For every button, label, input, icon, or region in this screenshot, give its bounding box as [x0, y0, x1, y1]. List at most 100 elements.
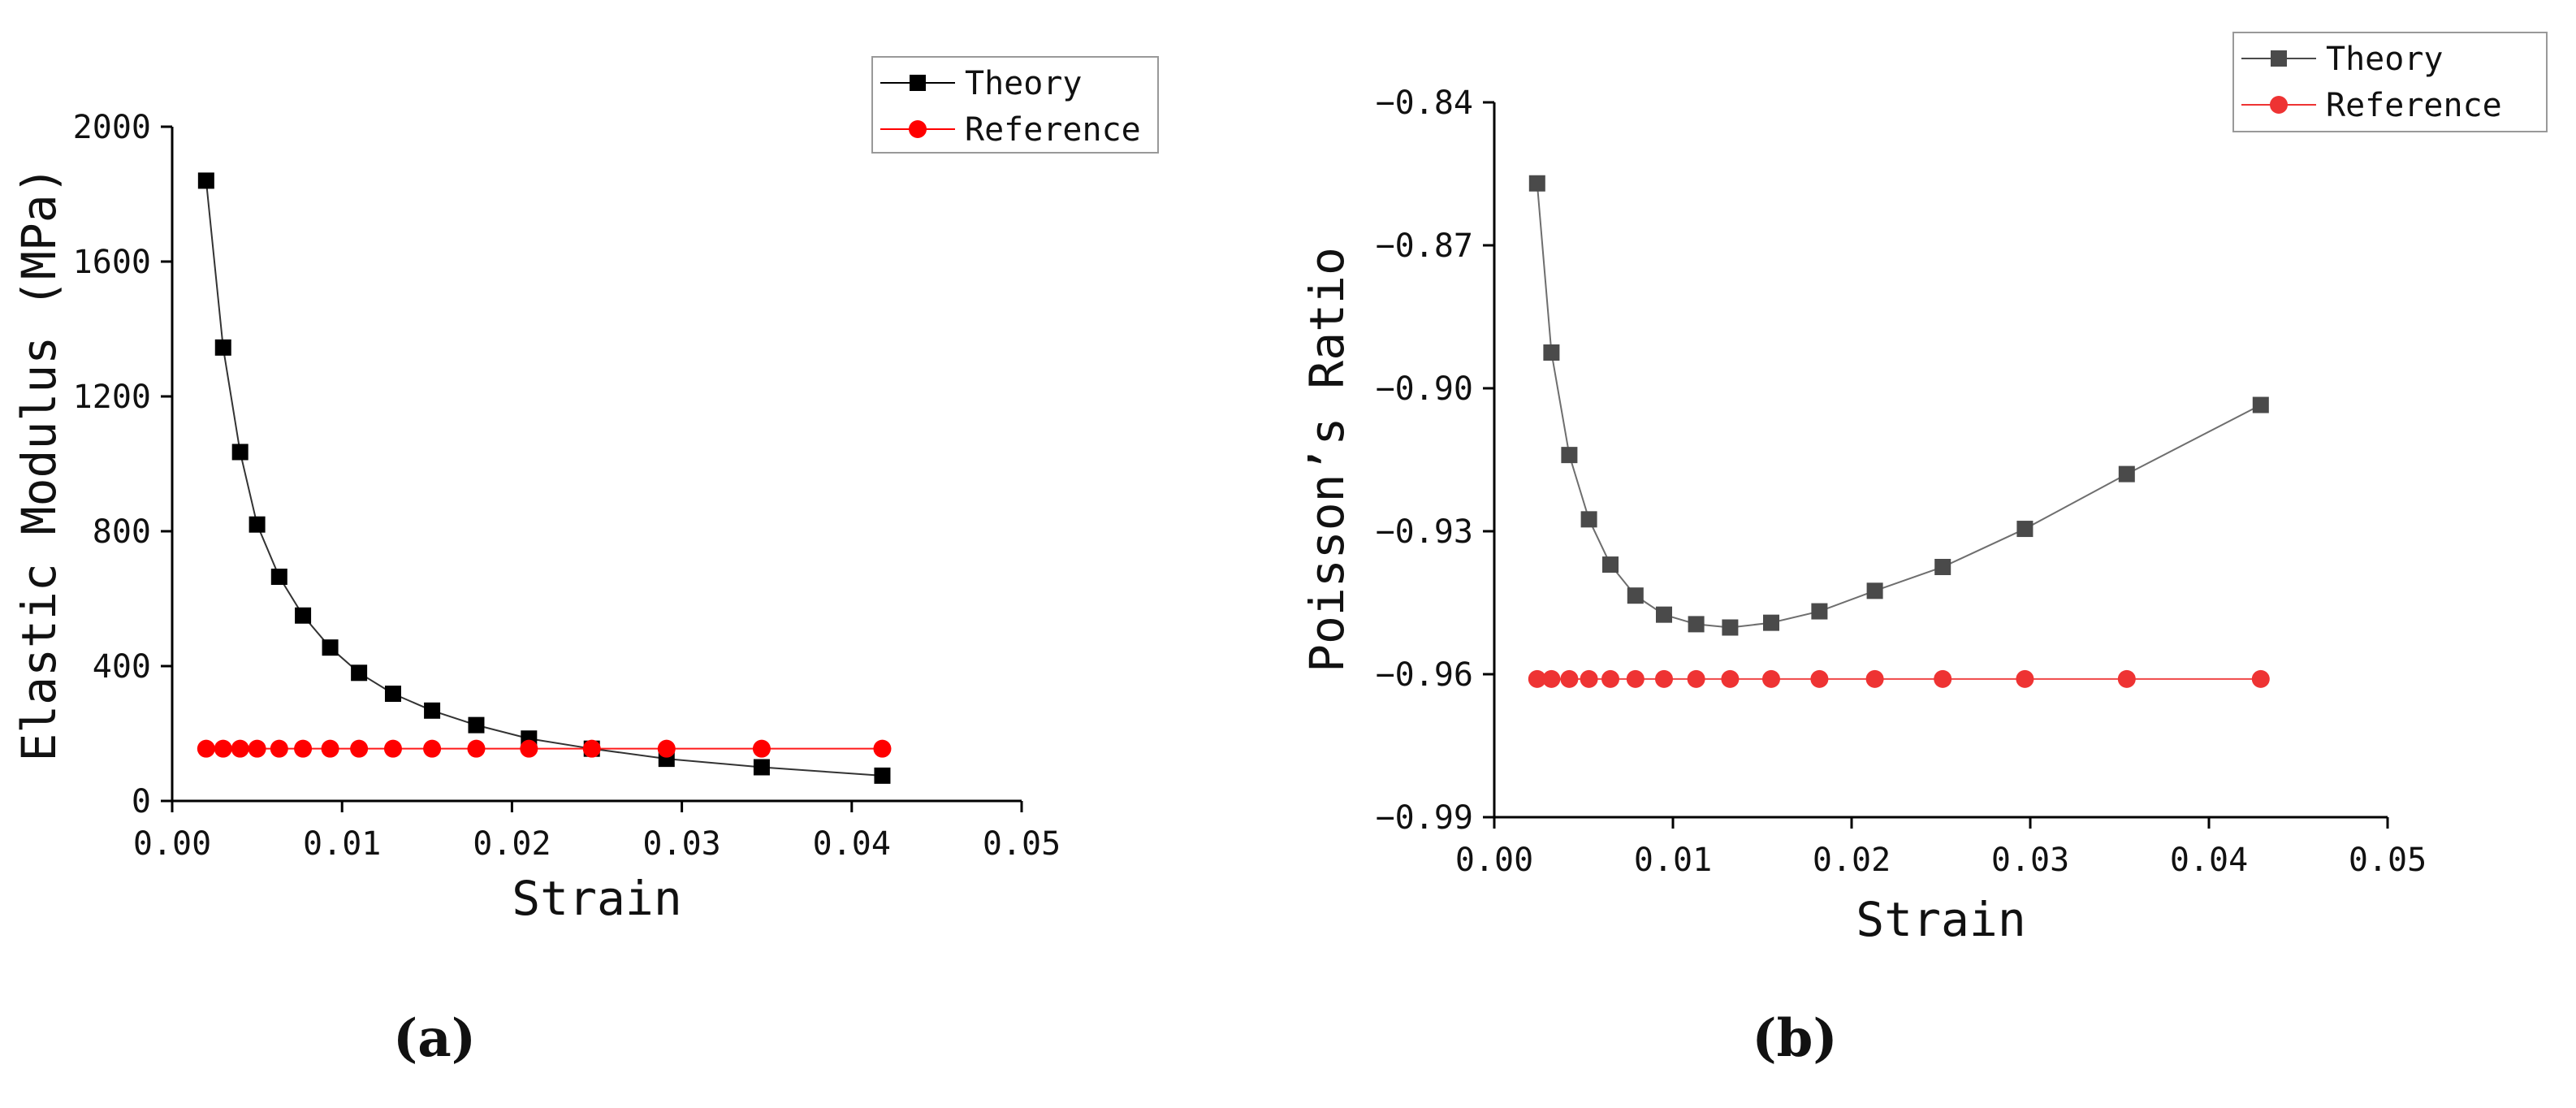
data-point-theory [1602, 556, 1619, 573]
data-point-reference [2016, 669, 2034, 688]
panel-caption: (a) [393, 1008, 476, 1069]
legend-box [2232, 32, 2548, 132]
data-point-reference [657, 739, 676, 758]
data-point-theory [2016, 521, 2034, 538]
data-point-reference [752, 739, 771, 758]
data-point-theory [270, 569, 287, 586]
data-point-reference [1721, 669, 1740, 688]
y-tick-label: −0.96 [1376, 656, 1473, 694]
data-point-reference [350, 739, 369, 758]
data-point-reference [214, 739, 232, 758]
data-point-theory [1722, 619, 1739, 636]
legend: Theory Reference [871, 56, 1159, 154]
data-point-theory [468, 716, 485, 734]
x-tick-label: 0.05 [2349, 842, 2427, 879]
x-tick-label: 0.05 [983, 825, 1061, 863]
data-point-reference [1810, 669, 1829, 688]
data-point-reference [1865, 669, 1884, 688]
data-point-reference [1601, 669, 1619, 688]
data-point-reference [1580, 669, 1598, 688]
data-point-reference [248, 739, 266, 758]
data-point-theory [1866, 582, 1883, 599]
data-point-theory [1543, 344, 1560, 361]
data-point-reference [582, 739, 601, 758]
series-reference [1528, 669, 2270, 688]
x-tick-label: 0.00 [133, 825, 211, 863]
y-tick-label: 2000 [73, 109, 151, 146]
legend-label-theory: Theory [2326, 41, 2444, 78]
data-point-reference [2251, 669, 2270, 688]
x-tick-label: 0.01 [1634, 842, 1712, 879]
legend-marker-reference [909, 120, 927, 138]
data-point-reference [2117, 669, 2136, 688]
data-point-theory [1580, 511, 1597, 528]
x-tick-label: 0.00 [1455, 842, 1533, 879]
data-point-theory [874, 767, 891, 784]
panel-caption: (b) [1752, 1008, 1837, 1069]
x-tick-label: 0.01 [303, 825, 381, 863]
data-point-reference [873, 739, 892, 758]
y-axis-title: Poisson’s Ratio [1299, 247, 1355, 673]
data-point-theory [2252, 396, 2269, 413]
data-point-reference [1528, 669, 1546, 688]
x-tick-label: 0.02 [1813, 842, 1891, 879]
data-point-theory [1561, 447, 1578, 464]
legend-label-reference: Reference [2326, 87, 2502, 124]
data-point-theory [1934, 559, 1951, 575]
x-axis-title: Strain [512, 871, 682, 926]
legend-marker-reference [2270, 96, 2288, 114]
chart-panel-a: 0.00 0.01 0.02 0.03 0.04 0.05 0 400 800 1200 1600 2… [11, 56, 1159, 1069]
data-point-theory [295, 607, 312, 624]
data-point-reference [1762, 669, 1780, 688]
data-point-theory [1528, 175, 1545, 192]
y-tick-label: 0 [132, 783, 151, 820]
y-tick-label: −0.99 [1376, 799, 1473, 837]
data-point-theory [1656, 606, 1672, 623]
x-tick-label: 0.04 [813, 825, 891, 863]
data-point-reference [321, 739, 339, 758]
data-point-reference [1934, 669, 1952, 688]
series-line-theory [1536, 183, 2262, 629]
y-tick-label: −0.84 [1376, 84, 1473, 122]
series-line-theory [205, 180, 883, 777]
x-tick-label: 0.02 [473, 825, 551, 863]
data-point-theory [351, 664, 368, 682]
data-point-theory [1763, 614, 1779, 631]
x-tick-label: 0.03 [642, 825, 720, 863]
data-point-reference [1542, 669, 1561, 688]
x-tick-label: 0.03 [1991, 842, 2069, 879]
data-point-reference [1687, 669, 1705, 688]
y-tick-label: 1200 [73, 379, 151, 416]
data-point-theory [214, 339, 231, 356]
data-point-reference [467, 739, 486, 758]
data-point-reference [1560, 669, 1579, 688]
data-point-reference [270, 739, 288, 758]
data-point-theory [231, 444, 249, 461]
legend: Theory Reference [2232, 32, 2548, 132]
series-theory [1528, 175, 2269, 636]
data-point-theory [249, 516, 266, 533]
series-theory [197, 172, 891, 784]
data-point-reference [1626, 669, 1645, 688]
y-tick-label: −0.93 [1376, 513, 1473, 551]
data-point-reference [197, 739, 215, 758]
data-point-theory [1627, 587, 1644, 604]
legend-label-theory: Theory [965, 65, 1083, 102]
y-tick-label: 400 [93, 648, 151, 686]
series-reference [197, 739, 892, 758]
data-point-reference [231, 739, 249, 758]
data-point-theory [1688, 616, 1705, 633]
x-tick-label: 0.04 [2170, 842, 2248, 879]
y-tick-label: 800 [93, 513, 151, 551]
data-point-theory [1811, 603, 1828, 620]
data-point-theory [384, 686, 401, 703]
legend-marker-theory [2271, 50, 2287, 67]
data-point-reference [1655, 669, 1673, 688]
data-point-theory [2118, 465, 2135, 483]
data-point-reference [423, 739, 442, 758]
data-point-theory [322, 639, 339, 656]
x-axis-title: Strain [1856, 892, 2026, 947]
chart-panel-b: 0.00 0.01 0.02 0.03 0.04 0.05 −0.99 −0.96 −0.93 −… [1299, 32, 2548, 1069]
y-tick-label: −0.87 [1376, 227, 1473, 265]
